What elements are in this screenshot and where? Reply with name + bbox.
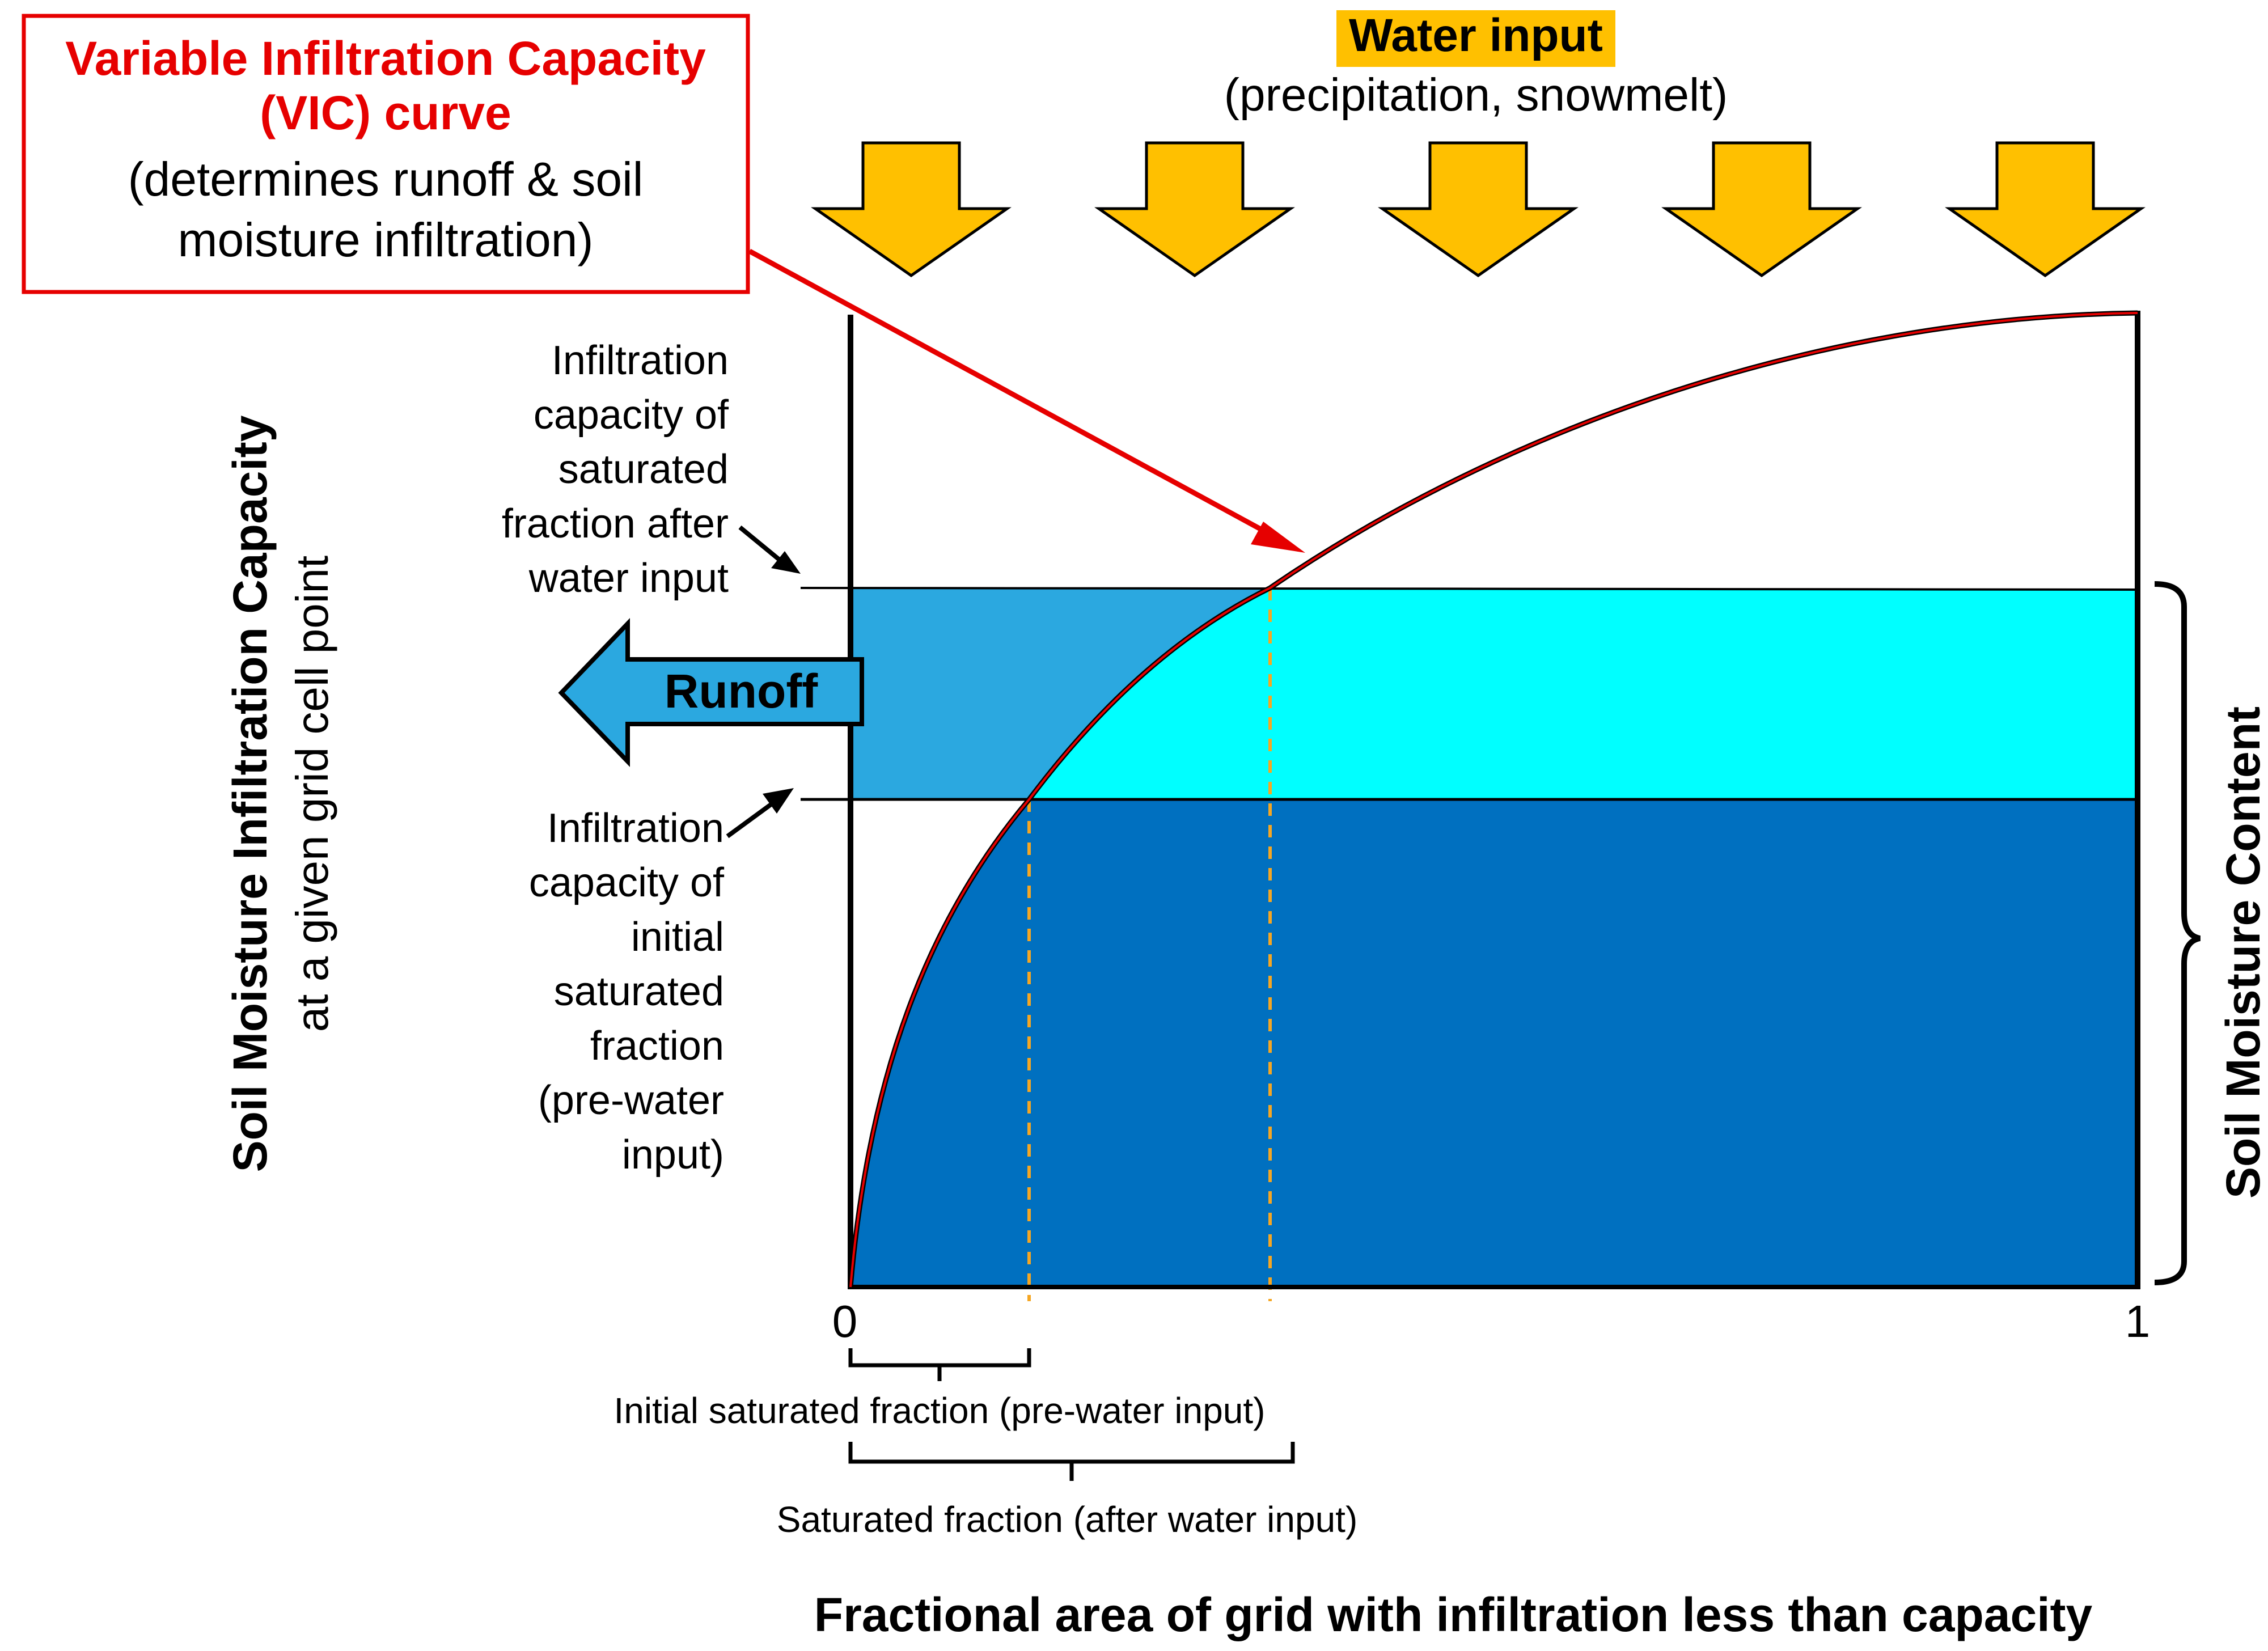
vic-curve-red xyxy=(849,312,2138,1288)
initial-fraction-label: Initial saturated fraction (pre-water in… xyxy=(614,1390,1266,1431)
after-label-line: saturated xyxy=(558,447,729,492)
after-capacity-label: Infiltration capacity of saturated fract… xyxy=(502,338,729,601)
under-curve-white-region xyxy=(850,799,1029,1287)
initial-label-line: capacity of xyxy=(529,860,725,905)
x-tick-zero: 0 xyxy=(832,1296,858,1347)
vic-title-line1: Variable Infiltration Capacity xyxy=(65,32,706,85)
initial-label-pointer-head xyxy=(763,788,794,814)
soil-moisture-brace xyxy=(2154,581,2201,1285)
after-label-line: water input xyxy=(528,556,729,601)
after-fraction-label: Saturated fraction (after water input) xyxy=(777,1499,1358,1540)
initial-label-line: initial xyxy=(631,915,724,960)
y-axis-subtitle: at a given grid cell point xyxy=(287,556,337,1032)
water-arrow-icon xyxy=(1094,141,1295,278)
after-fraction-bracket xyxy=(848,1442,1295,1481)
runoff-region xyxy=(850,588,1270,799)
water-arrow-icon xyxy=(811,141,1012,278)
y-axis-title: Soil Moisture Infiltration Capacity xyxy=(223,415,277,1172)
initial-label-line: saturated xyxy=(554,969,724,1014)
vic-callout-arrow xyxy=(748,249,1275,538)
vic-title-line2: (VIC) curve xyxy=(260,86,511,139)
water-input-title: Water input xyxy=(1349,10,1603,61)
water-arrow-icon xyxy=(1661,141,1862,278)
initial-label-line: Infiltration xyxy=(547,806,724,851)
vic-desc-line2: moisture infiltration) xyxy=(178,213,594,266)
vic-callout-arrowhead xyxy=(1251,522,1305,553)
initial-label-line: fraction xyxy=(590,1023,724,1069)
after-label-line: Infiltration xyxy=(552,338,729,383)
vic-desc-line1: (determines runoff & soil xyxy=(128,153,644,206)
after-label-line: capacity of xyxy=(534,392,729,438)
runoff-arrow xyxy=(558,618,864,767)
after-label-pointer-head xyxy=(771,551,801,574)
soil-moisture-content-label: Soil Moisture Content xyxy=(2216,706,2268,1199)
runoff-label: Runoff xyxy=(665,664,819,718)
initial-label-line: (pre-water xyxy=(538,1078,724,1123)
water-input-highlight xyxy=(1336,10,1615,67)
x-axis-title: Fractional area of grid with infiltratio… xyxy=(814,1588,2093,1641)
water-arrow-icon xyxy=(1378,141,1579,278)
water-arrow-icon xyxy=(1945,141,2146,278)
initial-label-pointer xyxy=(726,800,776,839)
infiltration-region xyxy=(1029,588,2138,799)
x-tick-one: 1 xyxy=(2125,1296,2151,1347)
water-input-arrows xyxy=(811,141,2146,278)
after-label-pointer xyxy=(738,525,783,564)
vic-callout-box xyxy=(22,14,750,294)
initial-label-line: input) xyxy=(622,1132,724,1178)
initial-capacity-label: Infiltration capacity of initial saturat… xyxy=(529,806,725,1178)
initial-fraction-bracket xyxy=(848,1348,1031,1381)
soil-moisture-region xyxy=(850,799,2138,1287)
after-label-line: fraction after xyxy=(502,501,729,547)
after-capacity-line xyxy=(800,587,2138,591)
water-input-subtitle: (precipitation, snowmelt) xyxy=(1224,69,1728,121)
